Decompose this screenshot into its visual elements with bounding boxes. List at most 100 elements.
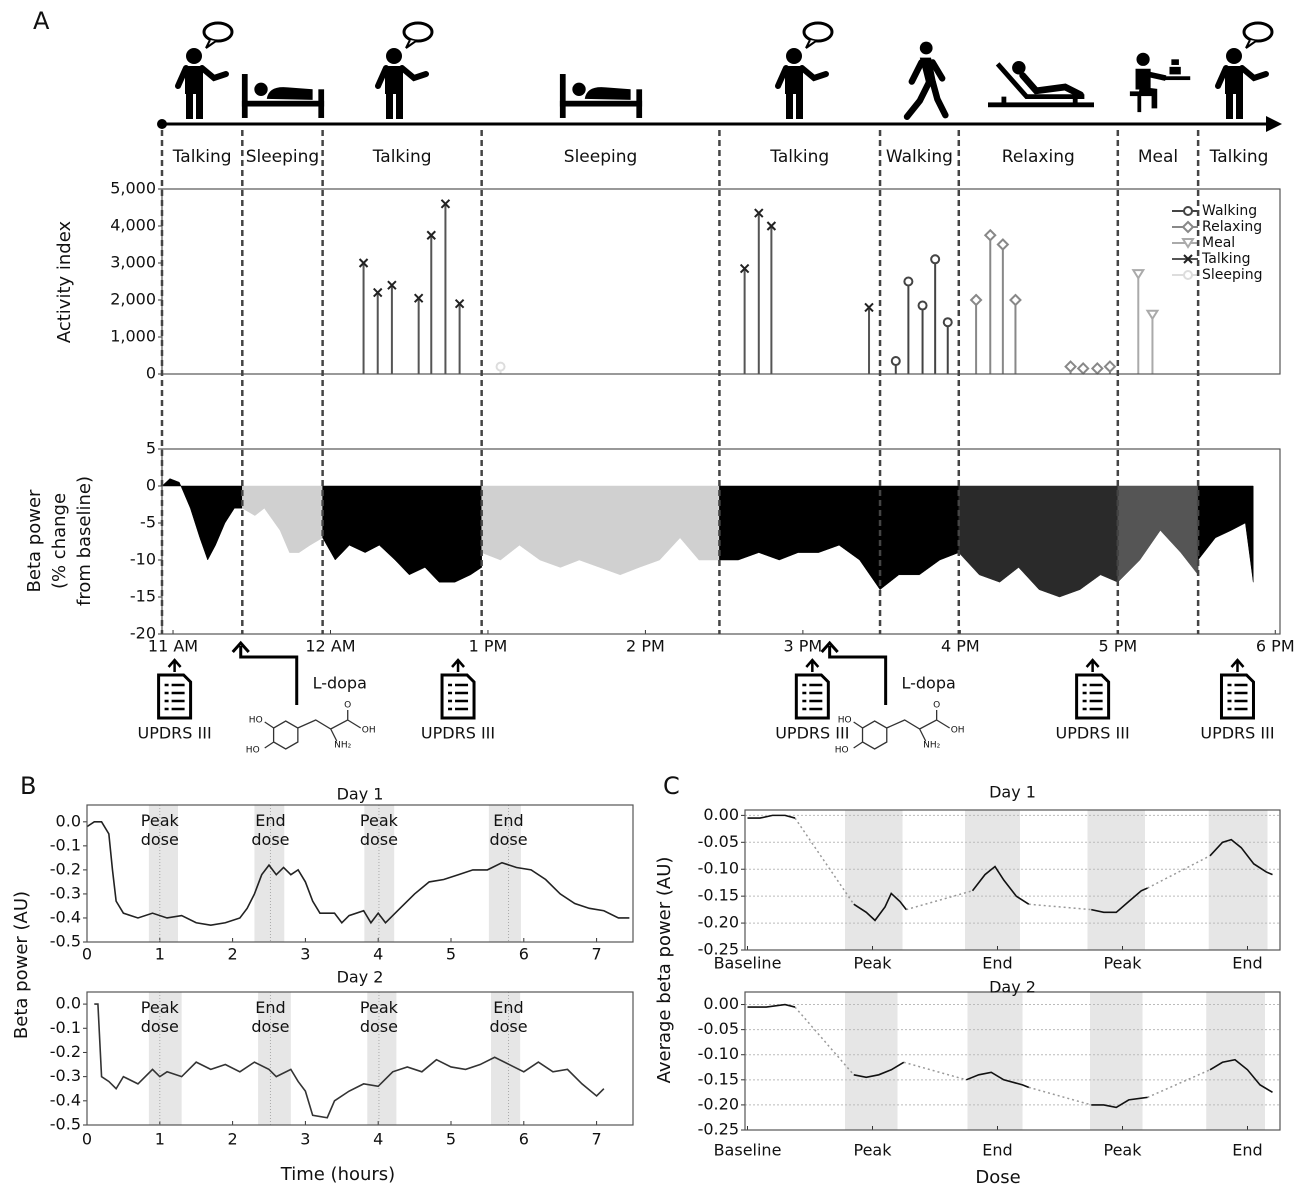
stem-marker: [983, 228, 997, 242]
y-tick-label: -0.15: [698, 886, 739, 905]
x-tick-label: Peak: [1104, 1141, 1143, 1160]
dose-window: [148, 992, 182, 1125]
assessment-arrow: [451, 658, 465, 672]
x-tick-label: 3: [300, 945, 310, 964]
stem-marker: [903, 276, 914, 287]
annotation-text: Peak dose: [359, 998, 398, 1036]
assessment: [794, 658, 830, 720]
y-tick-label: 5: [146, 439, 156, 458]
x-tick-label: 1 PM: [469, 637, 508, 656]
assessment-label: UPDRS III: [1200, 724, 1274, 743]
y-tick-label: 0: [146, 364, 156, 383]
y-tick-label: -0.5: [50, 1115, 81, 1134]
plot-frame: [744, 991, 1281, 1131]
legend-entry: Meal: [1172, 235, 1235, 251]
y-tick-label: 4,000: [110, 216, 156, 235]
area: [1197, 485, 1254, 583]
annotation: Peak dose: [360, 811, 398, 849]
stem: [996, 238, 1010, 374]
y-axis-label: Average beta power (AU): [654, 857, 675, 1084]
document-icon: [440, 673, 476, 720]
stem-marker: [413, 293, 424, 303]
atom-label: OH: [362, 726, 376, 736]
medication-label: L-dopa: [313, 674, 367, 693]
stem: [1145, 309, 1160, 374]
legend-entry: Walking: [1172, 203, 1257, 219]
y-tick-label: -0.5: [50, 932, 81, 951]
plot-frame: [86, 991, 634, 1126]
x-tick-label: Baseline: [714, 954, 782, 973]
stem-marker: [890, 356, 901, 367]
activity-label: Talking: [1209, 147, 1269, 167]
stem: [969, 293, 983, 374]
chart-title: Day 2: [989, 978, 1036, 997]
annotation: Peak dose: [141, 811, 179, 849]
x-tick-label: 2 PM: [626, 637, 665, 656]
legend-marker: [1183, 206, 1193, 216]
legend-marker: [1181, 220, 1195, 234]
x-tick-label: 5: [446, 945, 456, 964]
x-tick-label: 5 PM: [1098, 637, 1137, 656]
stem: [983, 228, 997, 374]
molecule-bonds: [264, 710, 362, 750]
y-tick-label: -0.05: [698, 1019, 739, 1038]
medication-arrow: [231, 640, 299, 705]
legend-entry: Talking: [1172, 251, 1250, 267]
x-tick-label: 5: [446, 1130, 456, 1149]
y-tick-label: -0.1: [50, 835, 81, 854]
annotation: End dose: [489, 811, 527, 849]
connector: [906, 890, 973, 911]
stem-marker: [495, 361, 506, 372]
x-axis-label: Time (hours): [280, 1164, 395, 1185]
series-line: [94, 1003, 605, 1119]
atom-label: HO: [838, 716, 852, 726]
dose-window: [965, 810, 1020, 950]
y-tick-label: -0.1: [50, 1018, 81, 1037]
stem-marker: [942, 317, 953, 328]
activity-label: Walking: [886, 147, 953, 167]
activity-label: Relaxing: [1002, 147, 1075, 167]
y-tick-label: -0.4: [50, 907, 81, 926]
y-tick-label: -10: [130, 550, 156, 569]
stem-marker: [358, 258, 369, 268]
y-tick-label: -0.4: [50, 1090, 81, 1109]
panel-label: A: [33, 7, 50, 35]
stem: [387, 280, 397, 374]
x-tick-label: 1: [155, 1130, 165, 1149]
y-tick-label: -0.15: [698, 1069, 739, 1088]
meal-icon: [1130, 53, 1190, 112]
y-tick-label: 1,000: [110, 327, 156, 346]
legend-marker: [1181, 238, 1195, 249]
x-tick-label: 6 PM: [1256, 637, 1295, 656]
assessment-arrow: [1230, 658, 1245, 672]
legend-label: Walking: [1202, 203, 1257, 219]
connector: [1147, 1069, 1211, 1099]
x-axis-label: Dose: [975, 1167, 1020, 1186]
y-tick-label: 0.0: [56, 994, 81, 1013]
y-axis-label: Activity index: [54, 221, 75, 344]
atom-label: OH: [951, 726, 965, 736]
assessment-arrow: [805, 658, 820, 672]
stem-marker: [1064, 360, 1077, 374]
stem-marker: [917, 300, 928, 311]
chart-title: Day 1: [989, 783, 1036, 802]
y-tick-label: -0.2: [50, 859, 81, 878]
stem-marker: [864, 302, 874, 313]
stem: [358, 258, 369, 374]
annotation: Peak dose: [141, 998, 179, 1036]
y-tick-label: -0.10: [698, 1044, 739, 1063]
plot-frame: [86, 804, 634, 943]
y-tick-label: -0.25: [698, 1120, 739, 1139]
dose-window: [258, 992, 291, 1125]
assessment-label: UPDRS III: [137, 724, 211, 743]
y-tick-label: -0.20: [698, 1094, 739, 1113]
stem-marker: [387, 280, 397, 290]
stem: [373, 287, 383, 374]
timeline-arrowhead: [1266, 116, 1282, 132]
stem-marker: [373, 287, 383, 298]
medication-label: L-dopa: [901, 674, 955, 693]
legend-entry: Sleeping: [1172, 267, 1263, 283]
y-tick-label: -0.20: [698, 913, 739, 932]
x-tick-label: 6: [519, 945, 529, 964]
stem-marker: [766, 221, 777, 231]
